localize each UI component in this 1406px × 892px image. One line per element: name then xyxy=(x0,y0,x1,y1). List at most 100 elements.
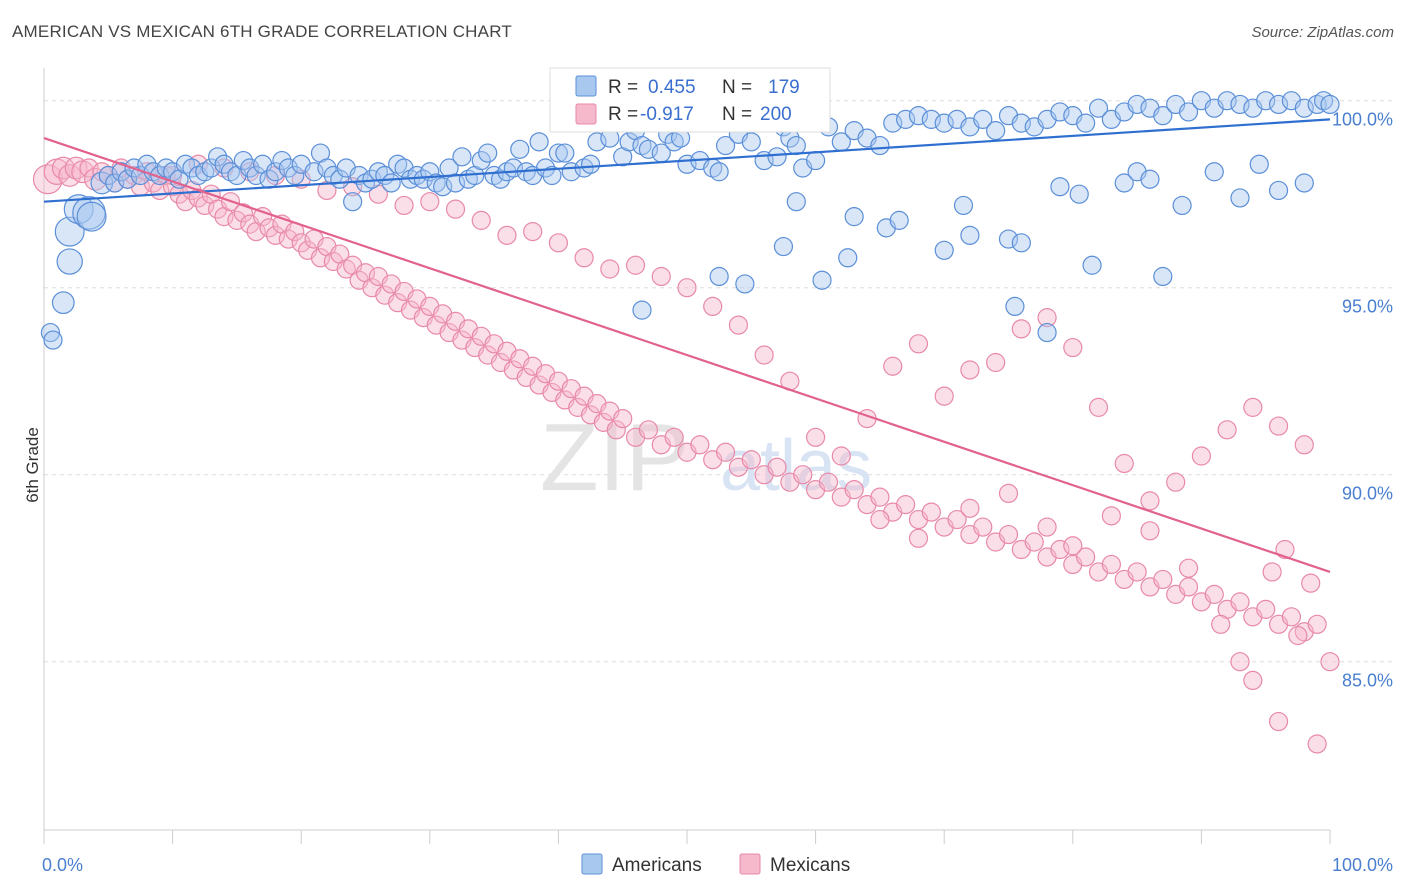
american-point xyxy=(56,248,83,275)
mexican-point xyxy=(1011,319,1031,339)
american-point xyxy=(272,150,292,171)
y-tick-label: 100.0% xyxy=(1332,110,1393,130)
mexican-point xyxy=(1037,517,1057,537)
american-point xyxy=(285,165,305,186)
mexican-point xyxy=(1204,584,1224,604)
mexican-point xyxy=(278,229,298,249)
american-point xyxy=(973,109,993,130)
american-point xyxy=(1204,162,1224,182)
mexican-point xyxy=(1063,337,1083,358)
mexican-point xyxy=(896,495,916,515)
mexican-point xyxy=(420,192,440,212)
american-point xyxy=(1217,91,1237,111)
mexican-point xyxy=(1140,491,1160,511)
american-point xyxy=(117,169,138,189)
mexican-point xyxy=(1307,734,1327,754)
mexican-point xyxy=(793,465,813,485)
y-axis-title: 6th Grade xyxy=(23,427,42,503)
american-point xyxy=(741,132,761,152)
mexican-point xyxy=(1166,472,1186,492)
mexican-point xyxy=(921,502,941,522)
mexican-point xyxy=(960,498,980,518)
american-point xyxy=(555,143,575,163)
mexican-point xyxy=(265,225,286,245)
american-point xyxy=(349,165,369,186)
american-point xyxy=(452,147,472,167)
mexican-point xyxy=(233,203,253,223)
mexicans-trend-line xyxy=(43,137,1331,573)
mexican-point xyxy=(805,427,826,447)
legend-box xyxy=(549,67,831,133)
american-point xyxy=(709,266,729,287)
mexican-point xyxy=(998,483,1019,503)
mexican-point xyxy=(58,164,82,187)
mexican-point xyxy=(960,360,980,380)
mexican-point xyxy=(1127,562,1147,582)
mexican-point xyxy=(1178,577,1199,597)
american-point xyxy=(445,173,466,193)
american-point xyxy=(715,135,736,156)
trend-lines xyxy=(43,118,1331,573)
american-point xyxy=(214,154,234,174)
american-point xyxy=(1011,113,1031,133)
american-point xyxy=(1178,102,1199,122)
american-point xyxy=(1294,98,1314,118)
american-point xyxy=(838,248,858,268)
mexican-point xyxy=(600,259,620,279)
mexican-point xyxy=(1262,562,1282,582)
american-point xyxy=(529,132,549,152)
mexican-point xyxy=(638,420,659,440)
mexican-point xyxy=(79,158,99,178)
mexican-point xyxy=(973,517,993,537)
mexican-point xyxy=(548,233,569,253)
american-point xyxy=(1069,184,1089,204)
legend-mexicans-r-value: -0.917 xyxy=(640,104,694,125)
mexican-point xyxy=(1288,625,1308,646)
x-tick-label-min: 0.0% xyxy=(42,855,83,875)
american-point xyxy=(1050,177,1070,197)
american-point xyxy=(1082,255,1102,275)
american-point xyxy=(150,165,170,186)
american-point xyxy=(1037,322,1057,343)
mexican-point xyxy=(986,352,1006,373)
american-point xyxy=(632,300,652,320)
american-point xyxy=(51,291,75,315)
american-point xyxy=(1140,169,1160,189)
american-point xyxy=(786,135,806,156)
american-point xyxy=(1268,180,1289,201)
mexican-point xyxy=(1243,670,1263,691)
american-point xyxy=(1127,94,1147,115)
mexican-point xyxy=(1076,547,1096,567)
american-point xyxy=(111,162,131,182)
mexican-point xyxy=(497,225,517,245)
american-point xyxy=(934,113,954,133)
american-point xyxy=(246,165,266,186)
mexican-point xyxy=(394,195,414,216)
bottom-legend-americans: Americans xyxy=(612,855,702,876)
legend-americans-n-label: N = xyxy=(722,77,752,98)
mexican-point xyxy=(741,450,761,470)
legend-swatch-mexicans xyxy=(575,103,597,125)
mexican-point xyxy=(651,266,671,287)
american-point xyxy=(1230,94,1250,115)
y-tick-label: 95.0% xyxy=(1342,297,1393,317)
mexican-point xyxy=(908,528,929,548)
mexican-point xyxy=(523,222,543,242)
american-point xyxy=(1050,102,1070,122)
mexican-point xyxy=(291,233,311,253)
mexican-point xyxy=(613,409,633,429)
american-point xyxy=(43,330,63,350)
american-point xyxy=(921,109,941,130)
american-point xyxy=(1005,296,1025,316)
mexican-point xyxy=(870,487,890,507)
american-point xyxy=(1114,173,1134,193)
american-point xyxy=(1230,188,1250,208)
mexican-point xyxy=(1230,652,1250,672)
american-point xyxy=(908,106,929,126)
american-point xyxy=(1172,195,1192,216)
american-point xyxy=(619,132,639,152)
american-point xyxy=(278,158,298,178)
american-point xyxy=(381,173,401,193)
mexican-point xyxy=(998,524,1019,545)
